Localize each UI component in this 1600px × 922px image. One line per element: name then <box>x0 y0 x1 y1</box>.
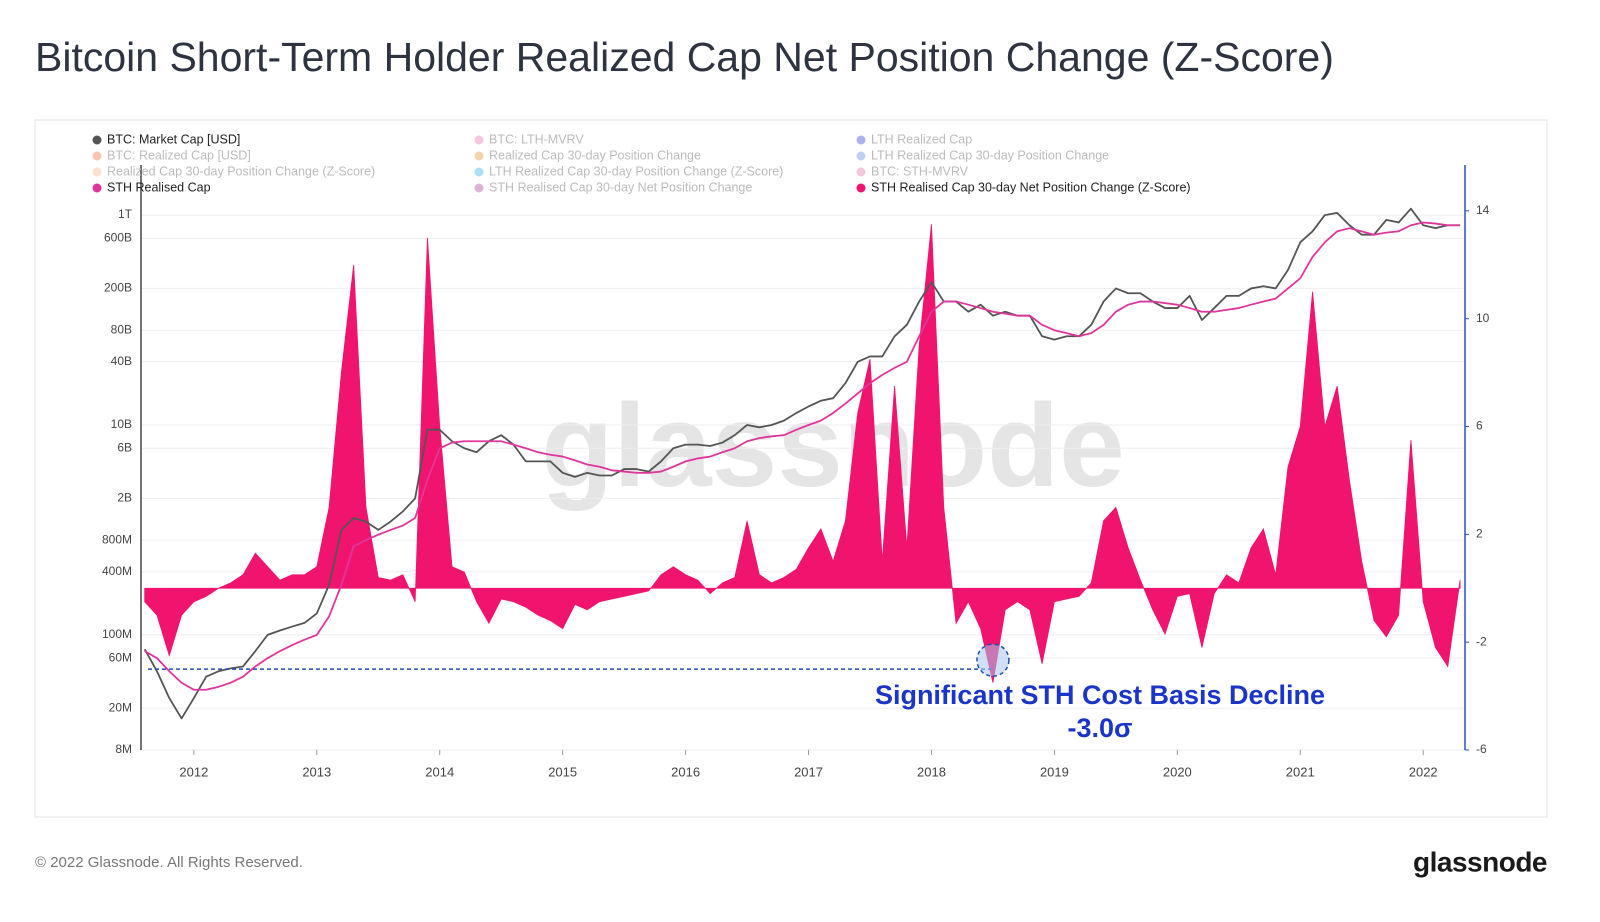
y-tick-label: 1T <box>118 207 133 221</box>
y-tick-label: 2B <box>117 491 132 505</box>
legend-label: STH Realised Cap 30-day Net Position Cha… <box>871 180 1191 194</box>
legend-dot <box>474 151 484 161</box>
x-tick-label: 2019 <box>1040 764 1069 779</box>
annotation: Significant STH Cost Basis Decline <box>875 680 1325 710</box>
legend-dot <box>474 183 484 193</box>
y-tick-label: 80B <box>111 322 132 336</box>
legend-label: BTC: Market Cap [USD] <box>107 132 240 146</box>
y-tick-label: 10B <box>111 417 132 431</box>
x-tick-label: 2021 <box>1286 764 1315 779</box>
y-tick-label: 40B <box>111 354 132 368</box>
y2-tick-label: 14 <box>1476 203 1490 217</box>
y-tick-label: 800M <box>102 532 132 546</box>
legend-dot <box>92 151 102 161</box>
legend-label: Realized Cap 30-day Position Change <box>489 148 701 162</box>
legend-dot <box>92 183 102 193</box>
x-tick-label: 2020 <box>1163 764 1192 779</box>
x-tick-label: 2017 <box>794 764 823 779</box>
legend-label: STH Realised Cap <box>107 180 211 194</box>
legend-dot <box>856 151 866 161</box>
legend-label: STH Realised Cap 30-day Net Position Cha… <box>489 180 752 194</box>
x-tick-label: 2018 <box>917 764 946 779</box>
legend-label: Realized Cap 30-day Position Change (Z-S… <box>107 164 375 178</box>
legend-label: LTH Realized Cap <box>871 132 972 146</box>
legend-dot <box>856 183 866 193</box>
x-tick-label: 2015 <box>548 764 577 779</box>
copyright: © 2022 Glassnode. All Rights Reserved. <box>35 854 303 871</box>
legend-label: LTH Realized Cap 30-day Position Change <box>871 148 1109 162</box>
y2-tick-label: 10 <box>1476 311 1490 325</box>
x-tick-label: 2022 <box>1409 764 1438 779</box>
series-line <box>143 207 1461 720</box>
legend-label: BTC: STH-MVRV <box>871 164 969 178</box>
legend-dot <box>474 167 484 177</box>
legend-label: LTH Realized Cap 30-day Position Change … <box>489 164 783 178</box>
y-tick-label: 400M <box>102 564 132 578</box>
legend-dot <box>474 135 484 145</box>
x-tick-label: 2014 <box>425 764 454 779</box>
zscore-area <box>144 224 1461 683</box>
y2-tick-label: -2 <box>1476 634 1487 648</box>
y-tick-label: 20M <box>109 700 132 714</box>
legend-dot <box>856 167 866 177</box>
y-tick-label: 6B <box>117 440 132 454</box>
y-tick-label: 200B <box>104 281 132 295</box>
legend-label: BTC: LTH-MVRV <box>489 132 584 146</box>
legend-dot <box>92 167 102 177</box>
x-tick-label: 2012 <box>179 764 208 779</box>
logo: glassnode <box>1413 846 1547 877</box>
y2-tick-label: -6 <box>1476 742 1487 756</box>
legend-dot <box>92 135 102 145</box>
y-tick-label: 60M <box>109 650 132 664</box>
y-tick-label: 8M <box>115 742 132 756</box>
y2-tick-label: 2 <box>1476 527 1483 541</box>
series-line <box>144 221 1461 691</box>
y-tick-label: 100M <box>102 627 132 641</box>
highlight-circle <box>976 643 1010 677</box>
page-title: Bitcoin Short-Term Holder Realized Cap N… <box>35 34 1334 80</box>
y2-tick-label: 6 <box>1476 419 1483 433</box>
legend-label: BTC: Realized Cap [USD] <box>107 148 251 162</box>
y-tick-label: 600B <box>104 231 132 245</box>
watermark: glassnode <box>541 380 1125 512</box>
x-tick-label: 2013 <box>302 764 331 779</box>
legend-dot <box>856 135 866 145</box>
x-tick-label: 2016 <box>671 764 700 779</box>
threshold-label: -3.0σ <box>1068 713 1133 743</box>
